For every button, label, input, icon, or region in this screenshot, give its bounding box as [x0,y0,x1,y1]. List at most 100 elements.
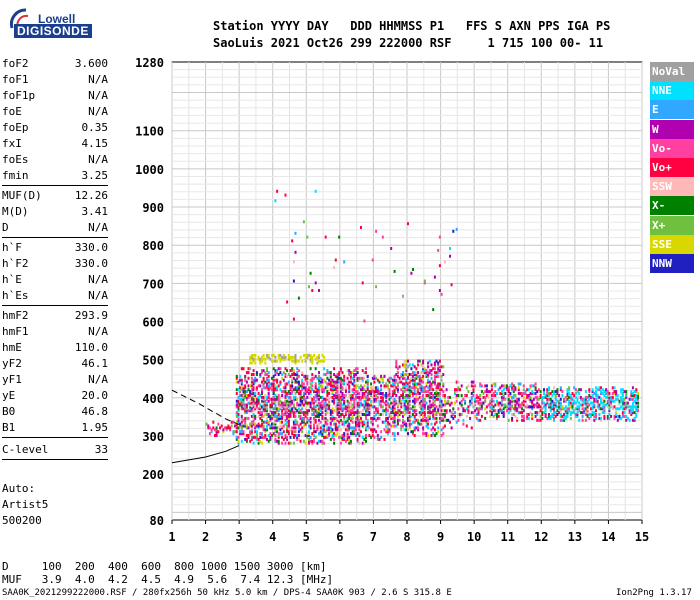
echo-point [408,418,411,422]
echo-point [239,397,242,401]
echo-point [356,403,359,407]
echo-point [292,397,295,401]
echo-point [225,428,228,432]
echo-point [239,378,242,382]
echo-point [349,441,352,445]
echo-point [296,390,299,394]
echo-point [237,414,240,418]
footer-version: Ion2Png 1.3.17 [616,588,692,598]
echo-point [433,382,436,386]
echo-point [423,397,426,401]
echo-point [264,386,267,390]
echo-point [289,384,292,388]
echo-point [284,355,287,359]
echo-point [375,409,378,413]
echo-point [287,424,290,428]
echo-point [261,388,263,392]
echo-point [395,411,398,415]
echo-point [405,394,408,397]
echo-point [553,413,555,416]
echo-point [407,376,409,380]
echo-point [398,399,401,403]
echo-point [423,418,426,422]
echo-point [296,386,299,390]
echo-point [427,365,430,369]
echo-point [292,369,295,373]
echo-point [353,401,356,405]
echo-point [435,405,438,409]
echo-point [318,394,320,397]
echo-point [606,414,609,418]
echo-point [302,395,305,399]
echo-point [306,420,309,424]
echo-point [408,426,411,430]
echo-point [329,416,332,420]
echo-point [302,382,305,386]
echo-point [502,392,505,395]
echo-point [393,432,396,436]
echo-point [514,405,517,409]
echo-point [240,405,243,409]
echo-point [433,428,436,432]
echo-point [635,395,638,399]
echo-point [356,371,359,375]
echo-point [408,395,411,399]
echo-point [403,382,406,386]
echo-point [514,395,517,399]
echo-point [296,388,299,392]
echo-point [334,397,337,401]
echo-point [257,426,260,430]
echo-point [274,426,277,430]
echo-point [487,390,490,394]
echo-point [584,401,587,405]
echo-point [516,409,519,413]
echo-point [277,432,280,436]
echo-point [630,390,633,394]
echo-point [517,403,520,407]
echo-point [423,281,426,285]
echo-point [297,388,300,392]
echo-point [521,392,524,395]
echo-point [480,403,483,407]
echo-point [339,405,342,409]
echo-point [291,430,294,434]
echo-point [484,384,487,388]
echo-point [334,424,337,428]
echo-point [304,357,307,361]
echo-point [375,430,378,434]
echo-point [235,413,238,416]
echo-point [407,416,409,420]
echo-point [435,390,438,394]
echo-point [391,378,394,382]
echo-point [240,430,243,434]
echo-point [361,376,364,380]
echo-point [339,399,342,403]
echo-point [635,401,638,405]
echo-point [237,435,240,439]
echo-point [329,413,332,416]
echo-point [321,441,324,445]
echo-point [365,426,367,430]
echo-point [413,411,416,415]
echo-point [380,399,383,403]
echo-point [339,428,342,432]
echo-point [249,355,252,359]
echo-point [432,409,435,413]
echo-point [250,430,253,434]
y-tick-label: 1100 [135,125,164,139]
echo-point [272,367,275,371]
echo-point [341,409,344,413]
echo-point [316,441,319,445]
echo-point [484,399,487,403]
echo-point [433,407,436,411]
echo-point [259,424,262,428]
echo-point [276,439,279,443]
echo-point [452,413,455,416]
echo-point [351,420,354,424]
echo-point [299,355,302,359]
echo-point [326,403,329,407]
echo-point [610,405,613,409]
echo-point [620,397,623,401]
echo-point [561,390,564,394]
echo-point [477,401,480,405]
